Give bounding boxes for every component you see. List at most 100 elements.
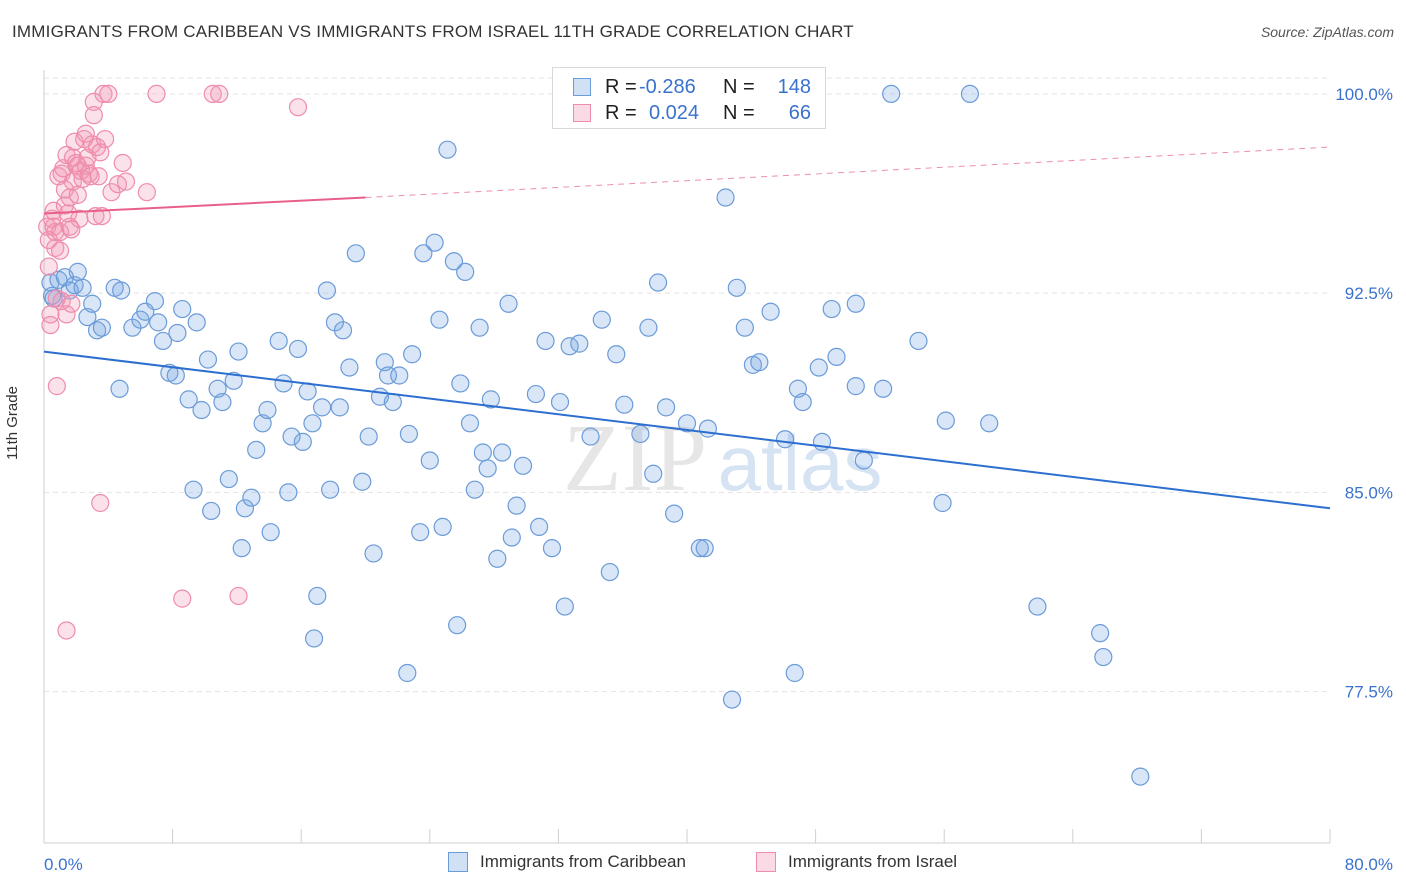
- point-caribbean: [822, 299, 841, 319]
- point-caribbean: [615, 395, 634, 414]
- point-caribbean: [173, 299, 192, 319]
- point-caribbean: [631, 424, 650, 444]
- point-caribbean: [470, 318, 489, 337]
- point-caribbean: [846, 294, 865, 313]
- point-israel: [41, 305, 60, 324]
- point-caribbean: [536, 331, 555, 351]
- point-caribbean: [448, 616, 467, 635]
- point-israel: [229, 586, 248, 606]
- point-caribbean: [785, 663, 804, 683]
- chart-title: IMMIGRANTS FROM CARIBBEAN VS IMMIGRANTS …: [12, 22, 854, 41]
- point-israel: [39, 257, 58, 276]
- point-caribbean: [960, 84, 980, 104]
- point-caribbean: [73, 278, 92, 297]
- point-caribbean: [168, 323, 187, 343]
- point-caribbean: [451, 374, 470, 393]
- point-israel: [89, 167, 108, 186]
- correlation-legend: R = -0.286 N = 148 R = 0.024 N = 66: [552, 67, 826, 129]
- axes: [43, 70, 1331, 844]
- point-caribbean: [308, 586, 327, 606]
- point-caribbean: [293, 432, 312, 451]
- point-caribbean: [592, 310, 611, 329]
- point-caribbean: [330, 398, 349, 417]
- point-caribbean: [478, 459, 497, 478]
- point-caribbean: [187, 313, 206, 332]
- point-caribbean: [716, 188, 735, 207]
- point-caribbean: [288, 339, 308, 359]
- point-caribbean: [882, 84, 901, 104]
- point-israel: [91, 493, 110, 513]
- point-caribbean: [166, 366, 185, 385]
- trend-line-caribbean: [43, 350, 1331, 510]
- point-israel: [57, 621, 76, 640]
- x-tick-label-min: 0.0%: [44, 855, 83, 874]
- point-caribbean: [909, 331, 928, 351]
- point-caribbean: [279, 483, 298, 502]
- point-caribbean: [513, 456, 533, 475]
- point-israel: [113, 153, 132, 173]
- series-caribbean-points: [41, 84, 1150, 786]
- point-caribbean: [456, 262, 475, 281]
- point-caribbean: [827, 347, 846, 366]
- point-caribbean: [980, 414, 999, 433]
- point-caribbean: [235, 499, 255, 518]
- point-caribbean: [846, 377, 865, 396]
- point-caribbean: [677, 414, 697, 433]
- point-israel: [44, 201, 63, 220]
- point-caribbean: [112, 281, 131, 300]
- point-caribbean: [465, 480, 484, 499]
- y-tick-label: 92.5%: [1345, 284, 1393, 303]
- point-caribbean: [340, 358, 359, 377]
- point-caribbean: [761, 302, 780, 321]
- series-legend: Immigrants from Caribbean Immigrants fro…: [0, 852, 1406, 876]
- y-tick-label: 85.0%: [1345, 483, 1393, 502]
- point-caribbean: [110, 379, 129, 398]
- point-caribbean: [644, 464, 663, 483]
- tick-labels: 77.5% 85.0% 92.5% 100.0% 0.0% 80.0%: [44, 85, 1393, 874]
- point-caribbean: [809, 358, 828, 377]
- point-israel: [68, 185, 87, 204]
- point-israel: [76, 124, 95, 143]
- point-caribbean: [493, 443, 512, 462]
- point-caribbean: [232, 539, 251, 558]
- point-caribbean: [261, 523, 280, 542]
- point-caribbean: [481, 390, 500, 409]
- point-caribbean: [1131, 767, 1150, 786]
- point-caribbean: [145, 292, 165, 311]
- legend-r-label: R =: [605, 101, 637, 124]
- point-caribbean: [198, 350, 218, 369]
- point-caribbean: [321, 480, 340, 499]
- point-caribbean: [530, 517, 549, 536]
- point-caribbean: [383, 392, 402, 412]
- point-caribbean: [192, 400, 211, 420]
- point-caribbean: [364, 544, 383, 563]
- point-caribbean: [274, 374, 293, 393]
- point-caribbean: [735, 318, 754, 337]
- point-caribbean: [333, 321, 353, 340]
- point-caribbean: [665, 504, 684, 523]
- point-caribbean: [224, 371, 243, 390]
- legend-swatch-pink: [573, 104, 591, 122]
- point-caribbean: [304, 629, 324, 648]
- point-caribbean: [854, 451, 873, 470]
- point-caribbean: [398, 663, 417, 683]
- point-caribbean: [87, 321, 107, 340]
- point-caribbean: [581, 427, 600, 446]
- point-caribbean: [933, 493, 952, 513]
- point-caribbean: [420, 451, 439, 470]
- point-caribbean: [242, 488, 261, 507]
- point-caribbean: [793, 392, 812, 412]
- point-caribbean: [750, 353, 769, 372]
- point-israel: [62, 294, 81, 313]
- watermark-atlas: atlas: [718, 419, 883, 507]
- point-caribbean: [607, 345, 626, 364]
- legend-swatch-pink: [756, 852, 776, 872]
- point-israel: [47, 377, 66, 396]
- point-caribbean: [430, 310, 449, 329]
- point-caribbean: [542, 539, 562, 558]
- point-caribbean: [83, 294, 102, 313]
- point-caribbean: [411, 523, 430, 542]
- point-caribbean: [414, 244, 433, 263]
- point-caribbean: [312, 398, 332, 417]
